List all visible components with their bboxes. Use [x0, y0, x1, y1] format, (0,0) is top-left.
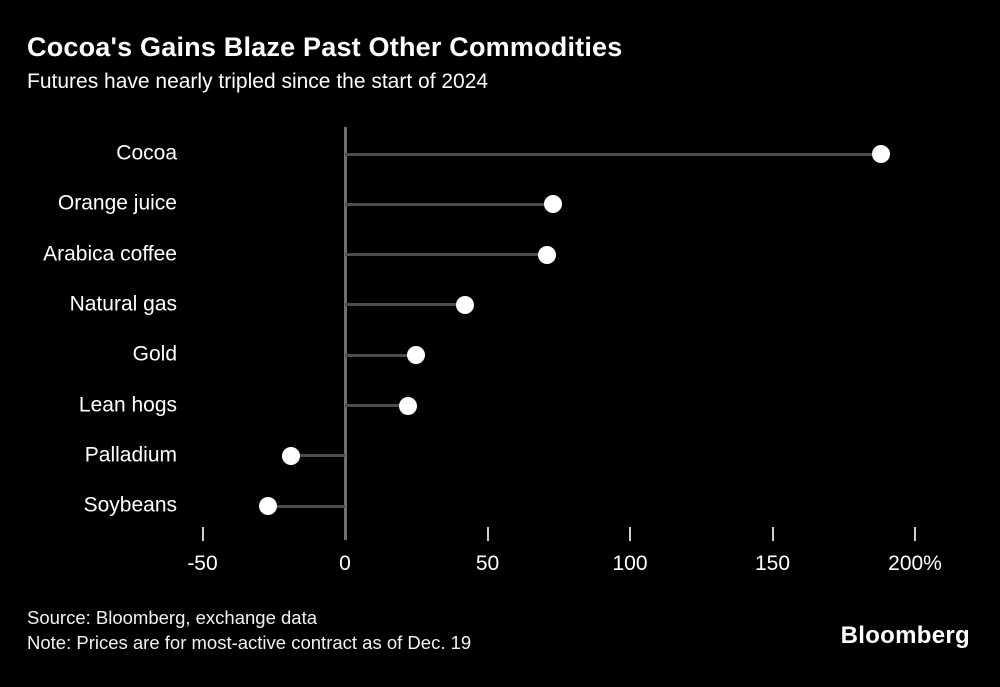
category-label: Palladium — [84, 443, 177, 467]
lollipop-dot — [871, 145, 890, 163]
lollipop-stem — [345, 404, 408, 407]
lollipop-dot — [544, 195, 563, 214]
lollipop-dot — [259, 497, 278, 516]
chart-subtitle: Futures have nearly tripled since the st… — [27, 70, 489, 93]
lollipop-dot — [455, 295, 474, 314]
lollipop-dot — [407, 346, 426, 365]
category-label: Gold — [132, 342, 177, 366]
lollipop-stem — [345, 303, 465, 307]
lollipop-dot — [538, 245, 557, 264]
zero-axis-line — [343, 127, 347, 540]
category-label: Orange juice — [57, 191, 177, 215]
axis-tick — [914, 527, 916, 541]
lollipop-stem — [345, 353, 417, 357]
source-text: Source: Bloomberg, exchange data — [27, 607, 318, 628]
axis-tick-label: -50 — [187, 552, 218, 575]
axis-tick — [629, 527, 631, 541]
lollipop-stem — [268, 504, 345, 508]
lollipop-stem — [290, 454, 345, 458]
lollipop-dot — [398, 396, 417, 415]
axis-tick — [201, 527, 204, 541]
axis-tick-label: 100 — [612, 552, 648, 575]
axis-tick — [771, 527, 774, 541]
chart-title: Cocoa's Gains Blaze Past Other Commoditi… — [27, 32, 623, 62]
category-label: Cocoa — [116, 141, 177, 165]
lollipop-stem — [345, 253, 548, 257]
note-text: Note: Prices are for most-active contrac… — [27, 632, 472, 653]
axis-tick-label: 150 — [754, 552, 791, 575]
category-label: Soybeans — [83, 493, 177, 517]
axis-tick-label: 0 — [339, 552, 351, 575]
category-label: Arabica coffee — [43, 242, 177, 266]
category-label: Natural gas — [69, 292, 177, 316]
axis-tick — [486, 527, 489, 541]
axis-tick-label: 50 — [475, 552, 500, 575]
axis-tick-label: 200% — [888, 552, 942, 575]
category-label: Lean hogs — [78, 393, 177, 417]
lollipop-stem — [345, 202, 554, 206]
lollipop-dot — [281, 446, 300, 465]
bloomberg-logo: Bloomberg — [840, 622, 970, 649]
lollipop-stem — [345, 152, 881, 156]
